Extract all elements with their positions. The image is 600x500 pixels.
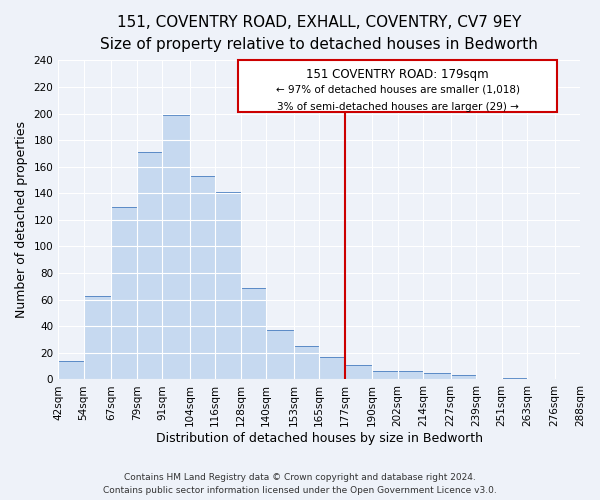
Bar bbox=[137, 152, 162, 380]
Bar bbox=[344, 365, 372, 380]
FancyBboxPatch shape bbox=[238, 60, 557, 112]
Bar bbox=[398, 372, 423, 380]
Bar bbox=[83, 296, 111, 380]
Title: 151, COVENTRY ROAD, EXHALL, COVENTRY, CV7 9EY
Size of property relative to detac: 151, COVENTRY ROAD, EXHALL, COVENTRY, CV… bbox=[100, 15, 538, 52]
Bar bbox=[319, 357, 344, 380]
Bar bbox=[58, 361, 83, 380]
Bar bbox=[215, 192, 241, 380]
Y-axis label: Number of detached properties: Number of detached properties bbox=[15, 122, 28, 318]
Bar bbox=[293, 346, 319, 380]
Text: 151 COVENTRY ROAD: 179sqm: 151 COVENTRY ROAD: 179sqm bbox=[306, 68, 489, 82]
Bar bbox=[451, 376, 476, 380]
Bar bbox=[502, 378, 527, 380]
Bar bbox=[190, 176, 215, 380]
Bar bbox=[372, 372, 398, 380]
Text: 3% of semi-detached houses are larger (29) →: 3% of semi-detached houses are larger (2… bbox=[277, 102, 518, 112]
Bar bbox=[111, 206, 137, 380]
Text: Contains HM Land Registry data © Crown copyright and database right 2024.
Contai: Contains HM Land Registry data © Crown c… bbox=[103, 474, 497, 495]
Bar bbox=[423, 373, 451, 380]
Text: ← 97% of detached houses are smaller (1,018): ← 97% of detached houses are smaller (1,… bbox=[275, 85, 520, 95]
Bar bbox=[162, 115, 190, 380]
X-axis label: Distribution of detached houses by size in Bedworth: Distribution of detached houses by size … bbox=[155, 432, 482, 445]
Bar bbox=[266, 330, 293, 380]
Bar bbox=[241, 288, 266, 380]
